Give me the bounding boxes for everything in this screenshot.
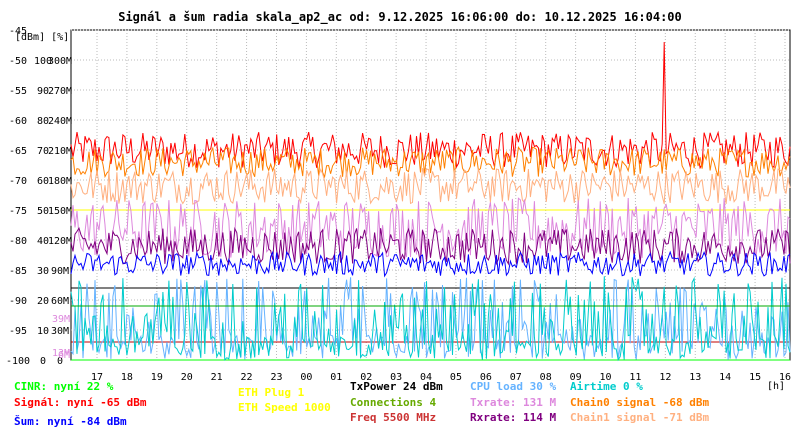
x-tick-label: 22	[241, 372, 253, 383]
legend-txpower: TxPower 24 dBm	[350, 380, 443, 393]
legend-chain1: Chain1 signal -71 dBm	[570, 411, 710, 424]
y-tick-pct: 60	[37, 176, 49, 187]
x-tick-label: 17	[91, 372, 103, 383]
y-tick-dbm: -75	[9, 206, 27, 217]
chart-title: Signál a šum radia skala_ap2_ac od: 9.12…	[118, 10, 682, 24]
x-tick-label: 08	[540, 372, 552, 383]
legend-airtime: Airtime 0 %	[570, 380, 643, 393]
legend-rxrate: Rxrate: 114 M	[470, 411, 557, 424]
x-tick-label: 01	[330, 372, 342, 383]
series-cpu-load	[70, 277, 791, 360]
series-chain1-signal	[70, 167, 791, 205]
legend-eth-speed: ETH Speed 1000	[238, 401, 331, 414]
legend-freq: Freq 5500 MHz	[350, 411, 437, 424]
y-tick-pct: 10	[37, 326, 49, 337]
inline-rate-label: 39M	[52, 314, 70, 325]
y-tick-pct: 30	[37, 266, 49, 277]
plot-area	[70, 29, 791, 361]
x-tick-label: 02	[360, 372, 372, 383]
y-axis-label: [dBm] [%]	[15, 32, 69, 43]
x-tick-label: 11	[629, 372, 641, 383]
x-tick-label: 14	[719, 372, 731, 383]
x-tick-label: 16	[779, 372, 791, 383]
y-tick-rate: 30M	[51, 326, 69, 337]
x-tick-label: 09	[570, 372, 582, 383]
y-tick-pct: 40	[37, 236, 49, 247]
x-tick-label: 04	[420, 372, 432, 383]
y-tick-dbm: -60	[9, 116, 27, 127]
series-chain0-signal	[70, 145, 791, 179]
y-tick-pct: 70	[37, 146, 49, 157]
x-tick-label: 12	[659, 372, 671, 383]
y-tick-dbm: -55	[9, 86, 27, 97]
y-tick-pct: 0	[40, 356, 46, 367]
legend-chain0: Chain0 signal -68 dBm	[570, 396, 710, 409]
x-tick-label: 23	[270, 372, 282, 383]
y-tick-rate: 150M	[48, 206, 72, 217]
legend-noise: Šum: nyní -84 dBm	[14, 415, 127, 428]
legend-cinr: CINR: nyní 22 %	[14, 380, 114, 393]
inline-rate-label: 6M	[58, 350, 70, 361]
inline-rate-label: 13M	[52, 348, 70, 359]
y-tick-rate: 210M	[48, 146, 72, 157]
x-tick-label: 18	[121, 372, 133, 383]
y-tick-dbm: -50	[9, 56, 27, 67]
legend-txrate: Txrate: 131 M	[470, 396, 557, 409]
y-tick-rate: 0	[57, 356, 63, 367]
y-tick-rate: 300M	[48, 56, 72, 67]
y-tick-rate: 60M	[51, 296, 69, 307]
legend-eth-plug: ETH Plug 1	[238, 386, 305, 399]
legend-connections: Connections 4	[350, 396, 437, 409]
y-tick-rate: 270M	[48, 86, 72, 97]
x-tick-label: 13	[689, 372, 701, 383]
x-tick-label: 06	[480, 372, 492, 383]
series-signl	[70, 41, 791, 170]
y-tick-dbm: -90	[9, 296, 27, 307]
x-tick-label: 07	[510, 372, 522, 383]
y-tick-pct: 80	[37, 116, 49, 127]
x-tick-label: 00	[300, 372, 312, 383]
x-tick-label: 21	[211, 372, 223, 383]
series-um	[70, 250, 791, 278]
x-axis-label: [h]	[767, 381, 785, 392]
y-tick-dbm: -45	[9, 26, 27, 37]
x-tick-label: 10	[599, 372, 611, 383]
y-tick-rate: 240M	[48, 116, 72, 127]
y-tick-rate: 120M	[48, 236, 72, 247]
y-tick-dbm: -70	[9, 176, 27, 187]
x-tick-label: 03	[390, 372, 402, 383]
x-tick-label: 19	[151, 372, 163, 383]
y-tick-dbm: -80	[9, 236, 27, 247]
legend-signal: Signál: nyní -65 dBm	[14, 396, 147, 409]
y-tick-pct: 20	[37, 296, 49, 307]
y-tick-dbm: -100	[6, 356, 30, 367]
y-tick-dbm: -85	[9, 266, 27, 277]
y-tick-rate: 90M	[51, 266, 69, 277]
y-tick-rate: 180M	[48, 176, 72, 187]
y-tick-pct: 100	[34, 56, 52, 67]
y-tick-dbm: -65	[9, 146, 27, 157]
y-tick-pct: 90	[37, 86, 49, 97]
series-rxrate	[70, 226, 791, 266]
x-tick-label: 20	[181, 372, 193, 383]
series-txrate	[70, 197, 791, 258]
y-tick-pct: 50	[37, 206, 49, 217]
y-tick-dbm: -95	[9, 326, 27, 337]
x-tick-label: 15	[749, 372, 761, 383]
series-airtime	[70, 276, 791, 362]
x-tick-label: 05	[450, 372, 462, 383]
legend-cpu: CPU load 30 %	[470, 380, 557, 393]
